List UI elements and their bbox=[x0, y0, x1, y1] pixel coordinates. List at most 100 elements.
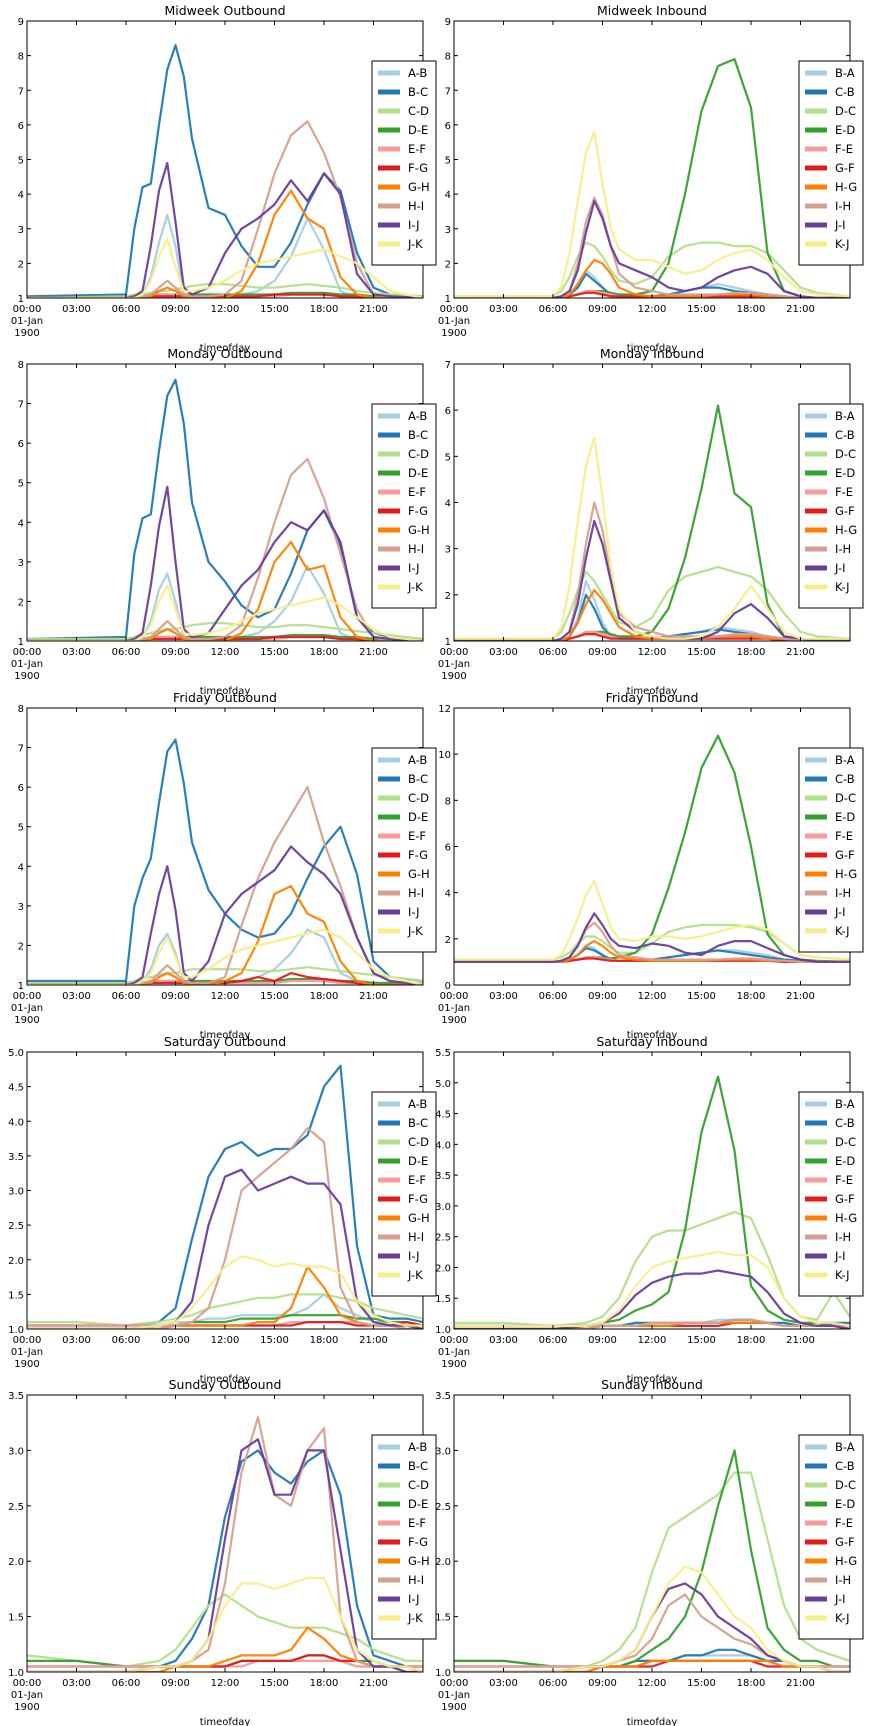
y-tick-label: 1 bbox=[18, 294, 24, 305]
y-tick-label: 8 bbox=[445, 796, 451, 807]
series-line-J-I bbox=[454, 1582, 850, 1672]
x-axis-label: timeofday bbox=[627, 1030, 678, 1041]
legend-label: C-B bbox=[835, 1459, 855, 1473]
legend-label: G-F bbox=[835, 504, 855, 518]
legend-label: G-F bbox=[835, 1535, 855, 1549]
y-tick-label: 6 bbox=[18, 783, 24, 794]
legend-label: C-D bbox=[408, 791, 429, 805]
x-date-label: 1900 bbox=[441, 328, 466, 339]
x-tick-label: 09:00 bbox=[161, 991, 190, 1002]
y-tick-label: 2.5 bbox=[435, 1233, 451, 1244]
legend-label: E-F bbox=[408, 142, 426, 156]
legend-box bbox=[371, 1434, 437, 1640]
x-axis-label: timeofday bbox=[627, 1717, 678, 1726]
x-tick-label: 09:00 bbox=[161, 304, 190, 315]
x-axis-label: timeofday bbox=[200, 686, 251, 697]
y-tick-label: 1.5 bbox=[435, 1613, 451, 1624]
x-axis-label: timeofday bbox=[200, 1717, 251, 1726]
y-tick-label: 6 bbox=[445, 843, 451, 854]
legend-label: E-D bbox=[835, 1154, 855, 1168]
y-tick-label: 3.5 bbox=[8, 1152, 24, 1163]
y-tick-label: 2.5 bbox=[8, 1502, 24, 1513]
legend-label: G-H bbox=[408, 523, 430, 537]
chart-title: Midweek Outbound bbox=[164, 3, 285, 18]
y-tick-label: 2 bbox=[18, 259, 24, 270]
x-tick-label: 21:00 bbox=[786, 991, 815, 1002]
x-tick-label: 00:00 bbox=[13, 304, 42, 315]
chart-panel: Midweek Outbound 1 2 3 4 5 6 7 8 9 00:00 03:00 06:00… bbox=[11, 3, 437, 354]
legend-box bbox=[371, 1091, 437, 1297]
legend-label: D-C bbox=[835, 791, 856, 805]
legend-label: B-A bbox=[835, 66, 855, 80]
y-tick-label: 2.0 bbox=[435, 1557, 451, 1568]
legend-label: H-I bbox=[408, 542, 424, 556]
x-tick-label: 21:00 bbox=[786, 647, 815, 658]
y-tick-label: 2 bbox=[445, 935, 451, 946]
y-tick-label: 5 bbox=[18, 823, 24, 834]
x-tick-label: 15:00 bbox=[260, 1678, 289, 1689]
legend-label: A-B bbox=[408, 1097, 427, 1111]
x-date-label: 1900 bbox=[14, 1015, 39, 1026]
series-lines bbox=[454, 58, 850, 298]
x-date-label: 01-Jan bbox=[438, 1003, 470, 1014]
x-tick-label: 15:00 bbox=[687, 647, 716, 658]
legend-label: E-D bbox=[835, 810, 855, 824]
series-line-I-J bbox=[27, 845, 423, 985]
series-line-C-D bbox=[27, 622, 423, 641]
y-tick-label: 1 bbox=[18, 637, 24, 648]
y-tick-label: 3 bbox=[445, 545, 451, 556]
legend-label: B-A bbox=[835, 753, 855, 767]
y-tick-label: 2.5 bbox=[435, 1502, 451, 1513]
x-tick-label: 09:00 bbox=[588, 991, 617, 1002]
legend-label: E-F bbox=[408, 829, 426, 843]
x-axis-label: timeofday bbox=[627, 686, 678, 697]
legend-label: D-E bbox=[408, 1154, 428, 1168]
series-line-E-D bbox=[454, 404, 850, 641]
x-tick-label: 18:00 bbox=[310, 647, 339, 658]
y-tick-label: 5.0 bbox=[435, 1079, 451, 1090]
legend-label: J-K bbox=[407, 924, 423, 938]
legend: A-B B-C C-D D-E E-F F-G G-H H-I I-J J-K bbox=[371, 747, 437, 953]
series-line-C-D bbox=[27, 1593, 423, 1668]
series-lines bbox=[454, 404, 850, 641]
legend-label: C-B bbox=[835, 1116, 855, 1130]
legend-label: H-G bbox=[835, 523, 857, 537]
x-tick-label: 21:00 bbox=[359, 304, 388, 315]
legend-label: D-C bbox=[835, 1135, 856, 1149]
legend-label: A-B bbox=[408, 409, 427, 423]
legend-label: G-H bbox=[408, 1211, 430, 1225]
x-tick-label: 21:00 bbox=[359, 1678, 388, 1689]
series-line-H-I bbox=[27, 1127, 423, 1329]
legend-label: F-E bbox=[835, 142, 853, 156]
legend-label: F-G bbox=[408, 1535, 428, 1549]
plot-frame bbox=[26, 20, 424, 299]
x-tick-label: 15:00 bbox=[260, 647, 289, 658]
series-lines bbox=[27, 1416, 423, 1672]
x-tick-label: 18:00 bbox=[310, 991, 339, 1002]
y-tick-label: 8 bbox=[445, 52, 451, 63]
x-date-label: 1900 bbox=[441, 1015, 466, 1026]
x-tick-label: 21:00 bbox=[786, 304, 815, 315]
series-line-G-H bbox=[27, 189, 423, 298]
chart-title: Sunday Inbound bbox=[601, 1377, 703, 1392]
series-line-I-J bbox=[27, 485, 423, 641]
y-tick-label: 6 bbox=[18, 121, 24, 132]
x-axis-label: timeofday bbox=[200, 1030, 251, 1041]
x-tick-label: 00:00 bbox=[13, 1335, 42, 1346]
chart-panel: Midweek Inbound 1 2 3 4 5 6 7 8 9 00:00 03:00 06:00 0… bbox=[438, 3, 864, 354]
x-tick-label: 00:00 bbox=[440, 304, 469, 315]
y-tick-label: 5 bbox=[445, 156, 451, 167]
legend-label: I-H bbox=[835, 1230, 851, 1244]
x-tick-label: 09:00 bbox=[161, 1678, 190, 1689]
legend-label: E-F bbox=[408, 1173, 426, 1187]
series-line-A-B bbox=[27, 213, 423, 298]
legend-label: K-J bbox=[835, 1268, 850, 1282]
series-line-H-I bbox=[27, 457, 423, 641]
x-tick-label: 15:00 bbox=[687, 304, 716, 315]
y-tick-label: 1 bbox=[445, 294, 451, 305]
legend: B-A C-B D-C E-D F-E G-F H-G I-H J-I K-J bbox=[798, 1091, 864, 1297]
legend-label: J-K bbox=[407, 1268, 423, 1282]
series-line-K-J bbox=[454, 880, 850, 961]
series-line-J-K bbox=[27, 1576, 423, 1672]
series-line-J-I bbox=[454, 519, 850, 641]
